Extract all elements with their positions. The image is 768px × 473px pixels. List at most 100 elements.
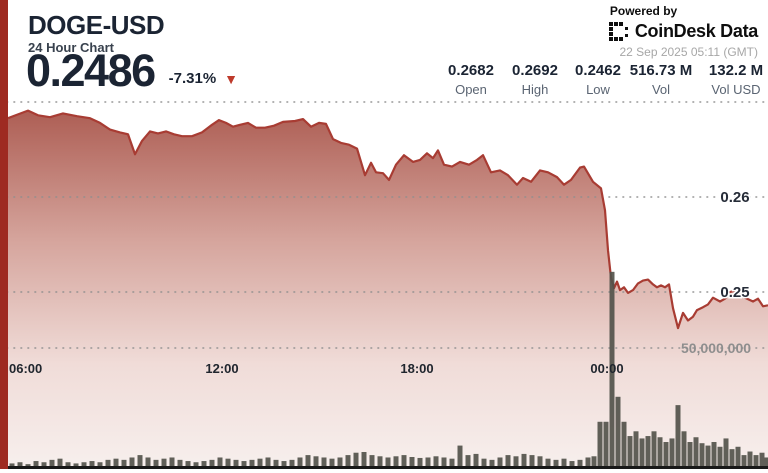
time-axis-label: 06:00 [9,361,42,376]
volume-bar [441,457,447,467]
volume-bar [669,438,675,467]
volume-bar [591,456,597,467]
volume-bar [249,459,255,467]
stat-high-label: High [521,82,549,97]
volume-bar [633,431,639,467]
volume-bar [545,458,551,467]
volume-bar [393,456,399,467]
volume-bar [621,421,627,467]
stat-vol-usd-label: Vol USD [711,82,761,97]
stat-low-value: 0.2462 [575,62,621,79]
volume-bar [729,449,735,467]
last-price: 0.2486 [26,45,156,96]
volume-bar [121,459,127,467]
volume-bar [177,459,183,467]
volume-bar [321,457,327,467]
coindesk-logo-icon [608,21,628,41]
volume-bar [489,459,495,467]
volume-bar [657,437,663,467]
volume-bar [297,457,303,467]
chart-subtitle: 24 Hour Chart [28,40,114,56]
volume-bar [17,462,23,467]
volume-bar [57,458,63,467]
volume-bar [105,459,111,467]
volume-bar [681,431,687,467]
accent-strip [0,0,8,469]
change-percent: -7.31% [168,70,217,87]
volume-bar [465,455,471,467]
time-axis-label: 18:00 [400,361,433,376]
powered-by-label: Powered by [609,4,678,18]
volume-bar [481,458,487,467]
volume-bar [645,436,651,467]
volume-bar [385,457,391,467]
volume-bar [225,458,231,467]
volume-bar [639,438,645,467]
volume-bar [577,459,583,467]
volume-bar [759,452,765,467]
volume-bar [25,464,31,467]
volume-bar [193,462,199,467]
stat-open-value: 0.2682 [448,62,494,79]
price-area [8,110,768,467]
volume-bar [169,457,175,467]
volume-bar [201,461,207,467]
stat-high-value: 0.2692 [512,62,558,79]
volume-bar [73,463,79,467]
volume-bar [401,455,407,467]
brand-block: Powered by CoinDesk Data 22 Sep 2025 05:… [608,4,758,59]
price-axis-label: 0.26 [720,189,749,206]
volume-bar [449,458,455,467]
stat-low-label: Low [586,82,610,97]
volume-bar [113,458,119,467]
volume-bar [137,455,143,467]
volume-bar [513,456,519,467]
volume-bar [65,462,71,467]
volume-bar [425,457,431,467]
brand-name: CoinDesk Data [634,21,758,41]
volume-bar [433,456,439,467]
volume-bar [561,458,567,467]
volume-bar [741,455,747,467]
volume-bar [281,461,287,467]
volume-axis-label: 50,000,000 [681,340,751,356]
volume-bar [9,463,15,467]
price-axis-label: 0.25 [720,284,749,301]
volume-bar [257,458,263,467]
volume-bar [241,461,247,467]
volume-bar [723,438,729,467]
stat-vol-usd-value: 132.2 M [708,62,764,79]
volume-bar [529,455,535,467]
volume-bar [345,455,351,467]
volume-bar [145,457,151,467]
volume-bar [313,456,319,467]
volume-bar [747,451,753,467]
volume-bar [753,455,759,467]
volume-bar [129,457,135,467]
stat-vol-usd: 132.2 M Vol USD [709,62,763,97]
time-axis-label: 12:00 [205,361,238,376]
volume-bar [711,442,717,467]
volume-bar [49,459,55,467]
volume-bar [537,456,543,467]
volume-bar [764,457,768,467]
volume-bar [615,396,621,467]
title-block: DOGE-USD 24 Hour Chart [28,10,165,56]
stat-open: 0.2682 Open [448,62,494,97]
volume-bar [89,461,95,467]
volume-bar [41,462,47,467]
time-axis-label: 00:00 [590,361,623,376]
volume-bar [663,442,669,467]
volume-bar [497,457,503,467]
volume-bar [705,445,711,467]
volume-bar [457,445,463,467]
volume-bar [217,457,223,467]
volume-bar [329,458,335,467]
volume-bar [693,437,699,467]
volume-bar [153,459,159,467]
symbol-title: DOGE-USD [28,10,165,40]
volume-bar [521,453,527,467]
stat-vol: 516.73 M Vol [630,62,693,97]
volume-bar [627,436,633,467]
